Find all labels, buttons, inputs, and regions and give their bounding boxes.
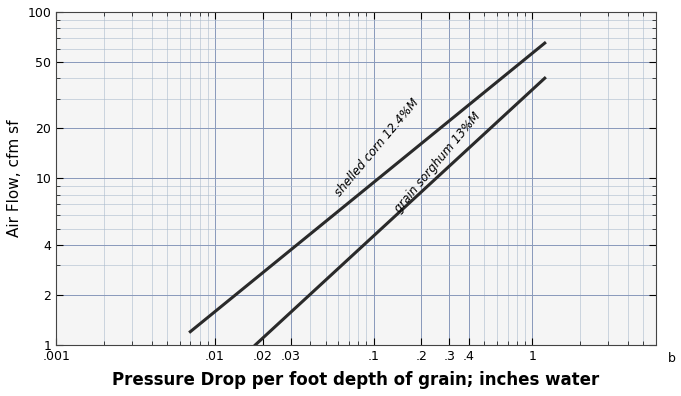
Text: grain sorghum 13%M: grain sorghum 13%M xyxy=(392,110,483,215)
Text: b: b xyxy=(667,352,676,365)
Text: shelled corn 12.4%M: shelled corn 12.4%M xyxy=(332,97,422,199)
Y-axis label: Air Flow, cfm sf: Air Flow, cfm sf xyxy=(7,120,22,237)
X-axis label: Pressure Drop per foot depth of grain; inches water: Pressure Drop per foot depth of grain; i… xyxy=(112,371,599,389)
